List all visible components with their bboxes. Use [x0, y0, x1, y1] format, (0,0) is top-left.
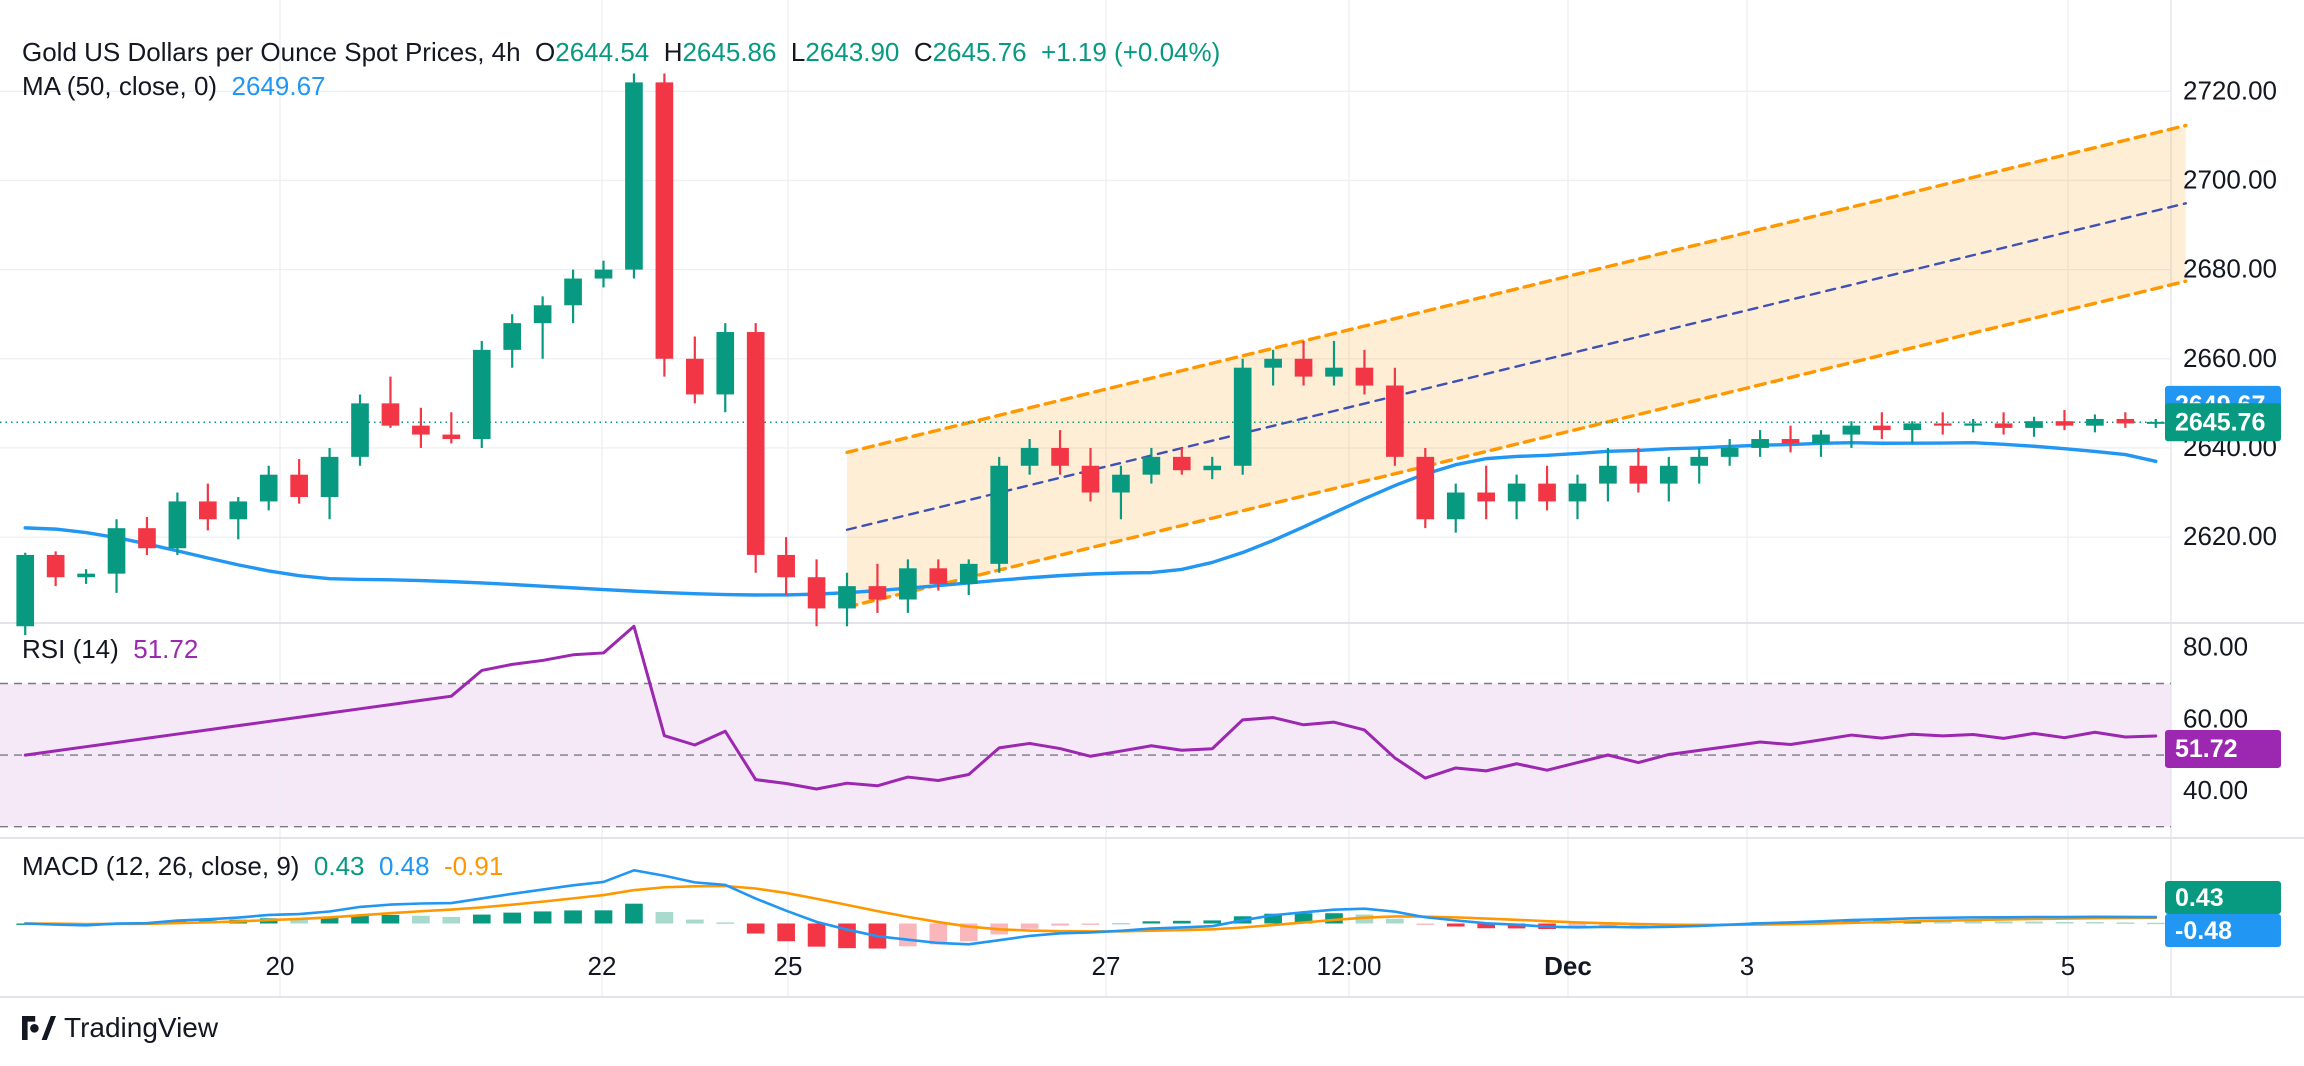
svg-text:51.72: 51.72	[2175, 735, 2238, 763]
svg-text:25: 25	[774, 951, 803, 981]
svg-text:0.43: 0.43	[2175, 884, 2224, 912]
svg-text:2720.00: 2720.00	[2183, 75, 2277, 105]
svg-text:RSI (14) 51.72: RSI (14) 51.72	[22, 634, 198, 664]
svg-text:Gold US Dollars per Ounce Spot: Gold US Dollars per Ounce Spot Prices, 4…	[22, 37, 1220, 67]
svg-text:60.00: 60.00	[2183, 703, 2248, 733]
svg-text:-0.48: -0.48	[2175, 917, 2232, 945]
svg-text:12:00: 12:00	[1316, 951, 1381, 981]
svg-text:5: 5	[2061, 951, 2075, 981]
svg-text:80.00: 80.00	[2183, 632, 2248, 662]
svg-text:20: 20	[266, 951, 295, 981]
svg-text:2680.00: 2680.00	[2183, 254, 2277, 284]
svg-text:22: 22	[588, 951, 617, 981]
svg-text:40.00: 40.00	[2183, 775, 2248, 805]
svg-text:2645.76: 2645.76	[2175, 408, 2265, 436]
svg-text:27: 27	[1092, 951, 1121, 981]
svg-text:2620.00: 2620.00	[2183, 521, 2277, 551]
svg-text:2700.00: 2700.00	[2183, 164, 2277, 194]
svg-text:MA (50, close, 0) 2649.67: MA (50, close, 0) 2649.67	[22, 71, 326, 101]
svg-text:3: 3	[1740, 951, 1754, 981]
svg-text:Dec: Dec	[1544, 951, 1592, 981]
svg-text:MACD (12, 26, close, 9) 0.43: MACD (12, 26, close, 9) 0.43 0.48 -0.91	[22, 851, 503, 881]
svg-text:2660.00: 2660.00	[2183, 343, 2277, 373]
